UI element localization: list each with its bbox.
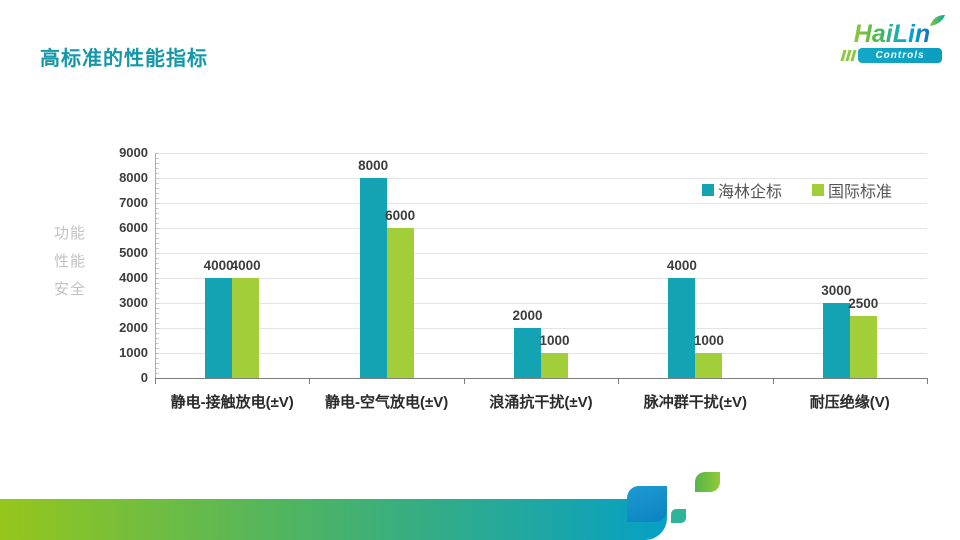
y-axis-tick-label: 2000 [119, 320, 148, 335]
bar-value-label: 6000 [385, 208, 416, 223]
bar-国际标准 [849, 315, 877, 378]
page-title: 高标准的性能指标 [40, 48, 208, 70]
y-axis-tick-label: 5000 [119, 245, 148, 260]
bar-value-label: 1000 [693, 333, 724, 348]
bar-value-label: 4000 [203, 258, 234, 273]
bar-value-label: 8000 [358, 158, 389, 173]
gridline [155, 303, 927, 304]
y-axis-tick-label: 6000 [119, 220, 148, 235]
bar-国际标准 [695, 353, 723, 378]
footer-blue-square [627, 486, 667, 522]
logo-brand-text: HaiLin [853, 20, 931, 48]
legend-swatch-icon [812, 184, 825, 196]
axis-caption-line: 安全 [54, 281, 87, 298]
category-label: 脉冲群干扰(±V) [643, 394, 747, 411]
bar-国际标准 [541, 353, 568, 378]
legend-swatch-icon [702, 184, 714, 196]
axis-caption: 功能 性能 安全 [54, 220, 86, 304]
bar-value-label: 3000 [821, 283, 852, 298]
chart-legend: 海林企标 国际标准 [702, 178, 892, 202]
x-axis-tick [155, 379, 156, 384]
axis-caption-line: 功能 [54, 225, 87, 242]
gridline [155, 253, 927, 254]
legend-item: 海林企标 [702, 178, 782, 202]
bar-海林企标 [822, 303, 850, 378]
x-axis-tick [463, 379, 465, 384]
bar-国际标准 [386, 228, 414, 378]
logo-badge-row: Controls [840, 48, 942, 63]
footer-gradient-bar [0, 499, 667, 540]
gridline [155, 328, 927, 329]
x-axis-tick [309, 379, 311, 384]
y-axis-tick-label: 7000 [119, 195, 148, 210]
category-label: 静电-空气放电(±V) [324, 394, 449, 411]
y-axis-tick-label: 0 [140, 370, 148, 385]
footer-small-square [671, 509, 686, 523]
y-axis-tick-label: 3000 [119, 295, 148, 310]
bar-海林企标 [668, 278, 696, 378]
bar-value-label: 2000 [512, 308, 543, 323]
gridline [155, 228, 927, 229]
gridline [155, 178, 927, 179]
footer-green-leaf [695, 472, 720, 492]
hailin-logo: HaiLin Controls [840, 15, 945, 63]
category-label: 耐压绝缘(V) [809, 394, 890, 411]
logo-sub-text: Controls [858, 48, 942, 63]
x-axis-tick [772, 379, 774, 384]
legend-label: 国际标准 [828, 184, 893, 201]
bar-value-label: 4000 [230, 258, 261, 273]
legend-label: 海林企标 [718, 184, 783, 201]
bar-chart: 0 1000 2000 3000 4000 5000 6000 7000 8000 9000 400… [119, 145, 928, 411]
category-label: 浪涌抗干扰(±V) [489, 394, 593, 411]
gridline [155, 278, 927, 279]
axis-caption-line: 性能 [54, 253, 87, 270]
y-axis-line [155, 153, 156, 378]
x-axis-tick [618, 379, 620, 384]
bar-国际标准 [232, 278, 260, 378]
leaf-icon [930, 15, 945, 26]
y-axis-minor-ticks [156, 153, 159, 378]
bar-海林企标 [514, 328, 541, 378]
category-label: 静电-接触放电(±V) [170, 394, 294, 411]
y-axis-tick-label: 9000 [119, 145, 148, 160]
gridline [155, 153, 927, 154]
x-axis-tick [927, 379, 928, 384]
gridline [155, 203, 927, 204]
y-axis-tick-label: 1000 [119, 345, 148, 360]
bar-value-label: 2500 [848, 295, 879, 311]
legend-item: 国际标准 [812, 178, 892, 202]
y-axis-tick-label: 8000 [119, 170, 148, 185]
bar-value-label: 4000 [666, 258, 697, 273]
bar-value-label: 1000 [539, 333, 570, 348]
bar-海林企标 [205, 278, 233, 378]
y-axis-tick-label: 4000 [119, 270, 148, 285]
x-axis-line [155, 378, 928, 379]
bar-海林企标 [359, 178, 387, 378]
